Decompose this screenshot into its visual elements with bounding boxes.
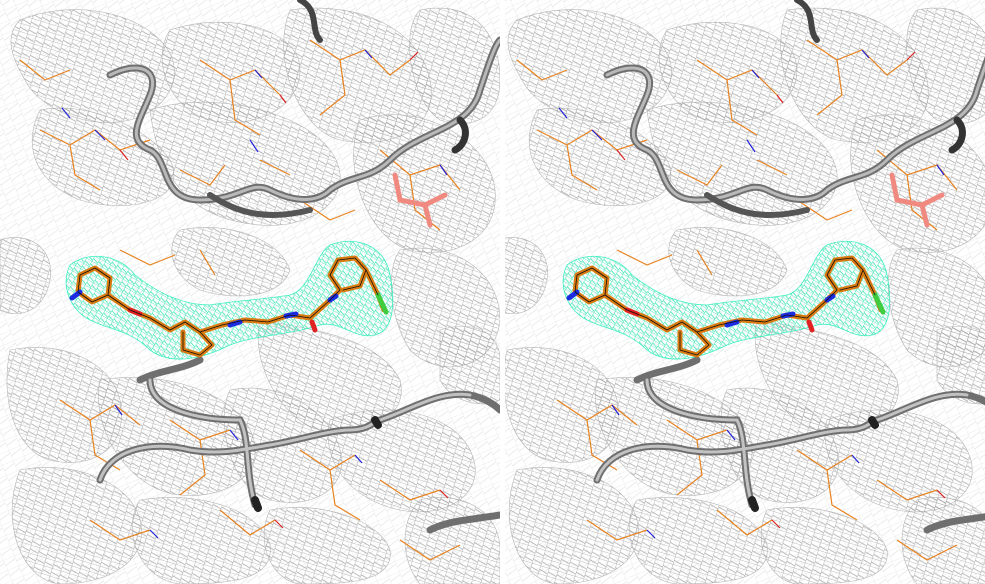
left-panel xyxy=(0,0,500,584)
left-view xyxy=(0,0,500,584)
page: Stereo view of electron density {} html,… xyxy=(0,0,985,584)
right-panel xyxy=(497,0,985,584)
right-panel-clip xyxy=(497,0,985,584)
body: (() => { const data = JSON.parse(documen… xyxy=(0,0,985,584)
stereo-figure xyxy=(0,0,985,584)
right-view xyxy=(497,0,985,584)
